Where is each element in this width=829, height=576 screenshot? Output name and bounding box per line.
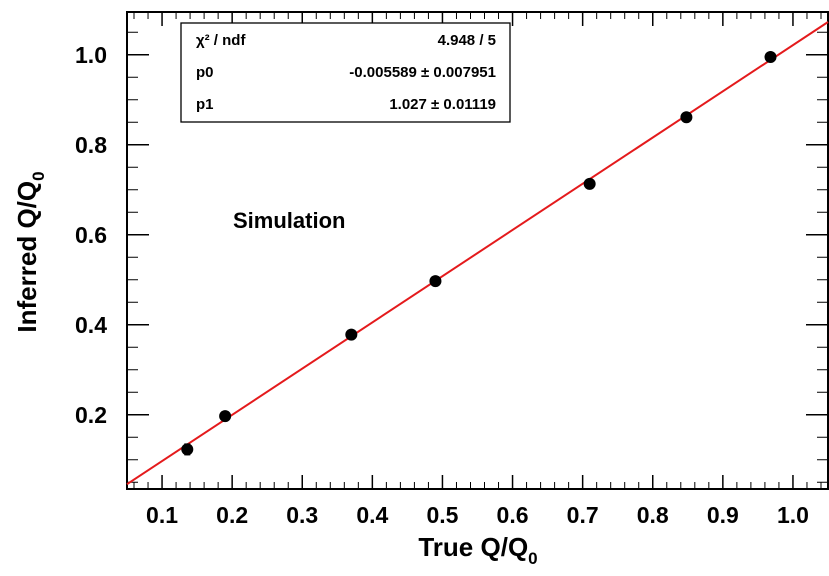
x-axis-title: True Q/Q0 xyxy=(418,532,537,568)
data-point xyxy=(345,328,358,341)
y-tick-label: 0.6 xyxy=(75,222,107,248)
x-tick-label: 0.2 xyxy=(216,502,248,528)
plot-frame xyxy=(126,11,829,490)
stats-value-chi2-ndf: 4.948 / 5 xyxy=(438,32,496,49)
x-tick-label: 0.7 xyxy=(567,502,599,528)
data-point xyxy=(764,51,777,63)
data-point xyxy=(181,443,194,456)
x-tick-label: 0.4 xyxy=(356,502,388,528)
stats-value-p1: 1.027 ± 0.01119 xyxy=(389,96,496,113)
y-tick-label: 1.0 xyxy=(75,42,107,68)
x-tick-label: 0.5 xyxy=(426,502,458,528)
x-tick-label: 0.3 xyxy=(286,502,318,528)
x-tick-label: 1.0 xyxy=(777,502,809,528)
stats-label-p0: p0 xyxy=(196,64,214,81)
y-tick-labels: 0.2 0.4 0.6 0.8 1.0 xyxy=(75,42,107,428)
data-point xyxy=(680,111,693,124)
stats-value-p0: -0.005589 ± 0.007951 xyxy=(349,64,496,81)
data-point xyxy=(429,275,442,288)
data-point xyxy=(583,177,596,190)
stats-box-border xyxy=(180,22,511,123)
fit-stats-box: χ² / ndf 4.948 / 5 p0 -0.005589 ± 0.0079… xyxy=(180,22,511,123)
y-axis-title: Inferred Q/Q0 xyxy=(12,171,48,332)
stats-label-p1: p1 xyxy=(196,96,214,113)
data-point xyxy=(219,410,232,423)
data-points xyxy=(181,51,777,456)
y-tick-label: 0.8 xyxy=(75,132,107,158)
x-tick-label: 0.9 xyxy=(707,502,739,528)
simulation-annotation: Simulation xyxy=(233,208,345,233)
stats-label-chi2-ndf: χ² / ndf xyxy=(196,32,246,49)
x-tick-label: 0.6 xyxy=(497,502,529,528)
x-tick-labels: 0.1 0.2 0.3 0.4 0.5 0.6 0.7 0.8 0.9 1.0 xyxy=(146,502,809,528)
y-tick-label: 0.2 xyxy=(75,402,107,428)
y-tick-label: 0.4 xyxy=(75,312,107,338)
x-tick-label: 0.1 xyxy=(146,502,178,528)
fit-line xyxy=(126,21,829,485)
x-tick-label: 0.8 xyxy=(637,502,669,528)
